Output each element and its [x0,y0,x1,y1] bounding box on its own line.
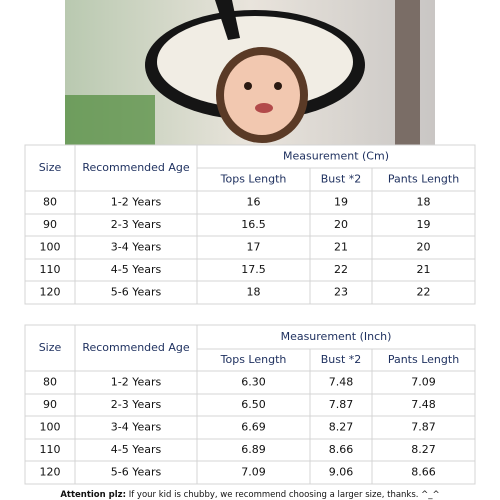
table-cell: 7.09 [241,466,266,479]
table-cell: 9.06 [329,466,354,479]
table-cell: 17.5 [241,263,266,276]
table-cell: 18 [247,286,261,299]
table-cell: 120 [40,286,61,299]
table-cell: 100 [40,421,61,434]
table-cell: 8.66 [329,443,354,456]
table-cell: 7.87 [329,398,354,411]
table-cell: 5-6 Years [111,286,162,299]
footer-text: If your kid is chubby, we recommend choo… [126,490,440,500]
table-cell: 19 [417,218,431,231]
table-cell: 100 [40,241,61,254]
header-column: Bust *2 [321,173,362,186]
table-cell: 7.48 [411,398,436,411]
table-cell: 2-3 Years [111,218,162,231]
table-cell: 18 [417,196,431,209]
table-cell: 5-6 Years [111,466,162,479]
header-column: Bust *2 [321,353,362,366]
table-cell: 7.48 [329,376,354,389]
header-column: Pants Length [388,353,459,366]
table-cell: 8.27 [329,421,354,434]
table-cell: 6.30 [241,376,266,389]
tables: Size Recommended Age Measurement (Cm) Tops … [24,144,476,485]
table-frame [24,144,476,305]
table-cell: 3-4 Years [111,421,162,434]
table-cell: 7.09 [411,376,436,389]
header-column: Pants Length [388,173,459,186]
table-cell: 3-4 Years [111,241,162,254]
table-cell: 1-2 Years [111,376,162,389]
header-column: Tops Length [220,353,287,366]
table-cell: 21 [417,263,431,276]
table-cell: 8.66 [411,466,436,479]
table-cell: 17 [247,241,261,254]
table-cell: 16 [247,196,261,209]
product-photo [65,0,435,145]
table-cell: 1-2 Years [111,196,162,209]
footer-note: Attention plz: If your kid is chubby, we… [60,490,439,500]
table-cell: 6.50 [241,398,266,411]
table-cell: 8.27 [411,443,436,456]
table-cell: 16.5 [241,218,266,231]
table-cell: 4-5 Years [111,443,162,456]
table-cell: 22 [334,263,348,276]
table-cell: 2-3 Years [111,398,162,411]
table-cell: 22 [417,286,431,299]
table-cell: 23 [334,286,348,299]
table-cell: 90 [43,398,57,411]
header-measurement: Measurement (Inch) [281,330,392,343]
header-size: Size [39,161,62,174]
footer-label: Attention plz: [60,490,126,500]
header-measurement: Measurement (Cm) [283,150,389,163]
table-cell: 120 [40,466,61,479]
table-cell: 20 [417,241,431,254]
table-cell: 20 [334,218,348,231]
table-cell: 21 [334,241,348,254]
table-cell: 80 [43,376,57,389]
table-cell: 4-5 Years [111,263,162,276]
header-size: Size [39,341,62,354]
table-cell: 80 [43,196,57,209]
table-frame [24,324,476,485]
header-age: Recommended Age [82,341,190,354]
table-cell: 6.69 [241,421,266,434]
table-cell: 6.89 [241,443,266,456]
header-age: Recommended Age [82,161,190,174]
header-column: Tops Length [220,173,287,186]
table-cell: 110 [40,443,61,456]
table-cell: 90 [43,218,57,231]
table-cell: 7.87 [411,421,436,434]
table-cell: 19 [334,196,348,209]
table-cell: 110 [40,263,61,276]
